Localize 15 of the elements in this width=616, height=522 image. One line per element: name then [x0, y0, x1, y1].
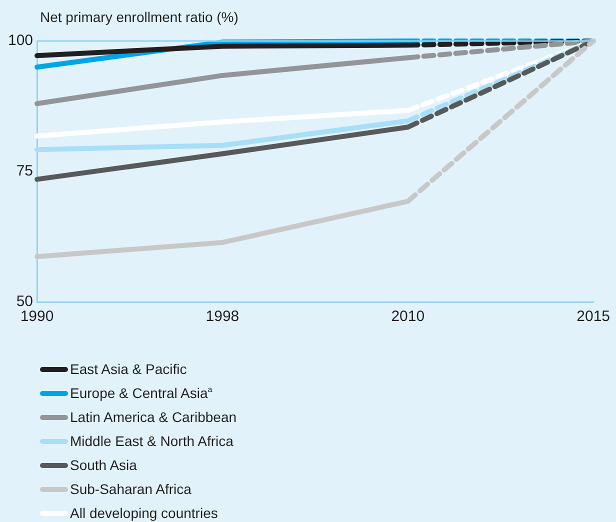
legend-label: Latin America & Caribbean	[70, 409, 237, 425]
y-tick-label: 100	[8, 32, 34, 50]
x-tick-label: 1990	[20, 308, 54, 326]
x-tick-label: 2010	[391, 308, 425, 326]
x-tick-label: 2015	[576, 308, 610, 326]
y-axis-title: Net primary enrollment ratio (%)	[40, 9, 238, 25]
legend-label: Sub-Saharan Africa	[70, 481, 192, 497]
legend-label: Europe & Central Asia$^{a}$	[70, 385, 212, 401]
y-tick-label: 75	[16, 162, 34, 180]
x-tick-label: 1998	[206, 308, 240, 326]
legend-label: East Asia & Pacific	[70, 361, 187, 377]
y-tick-label: 50	[16, 293, 34, 310]
legend-label: All developing countries	[70, 505, 218, 521]
legend-label: Middle East & North Africa	[70, 433, 234, 449]
legend-label: South Asia	[70, 457, 137, 473]
